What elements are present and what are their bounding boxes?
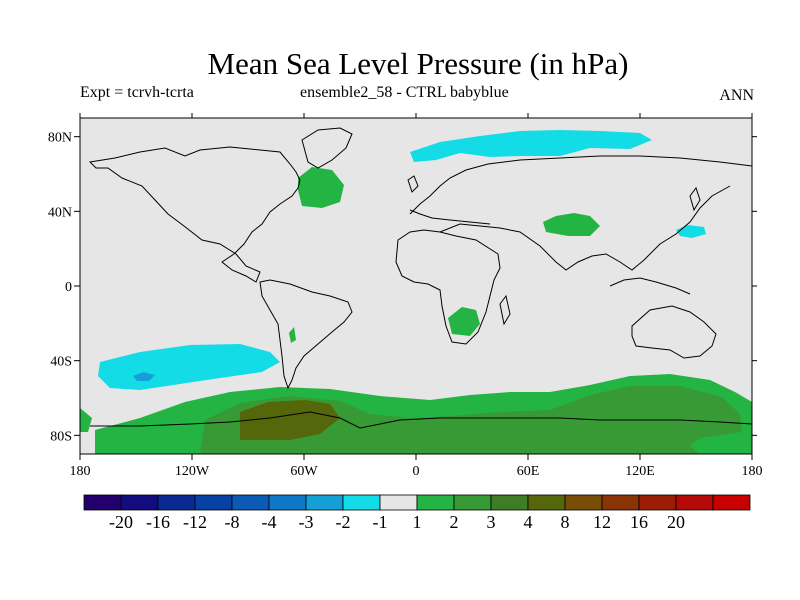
colorbar-label: -8 <box>225 512 240 532</box>
colorbar-swatch <box>453 494 492 511</box>
colorbar-swatch <box>157 494 196 511</box>
lat-tick-label: 40N <box>48 205 72 220</box>
colorbar-label: -1 <box>373 512 388 532</box>
colorbar-label: 20 <box>667 512 685 532</box>
colorbar-swatch <box>342 494 381 511</box>
colorbar-swatch <box>120 494 159 511</box>
colorbar-swatch <box>638 494 677 511</box>
southern-ocean-band-4 <box>240 400 340 440</box>
north-atlantic-positive <box>298 167 344 208</box>
coastlines <box>88 127 752 429</box>
central-asia-positive <box>543 213 600 236</box>
lat-tick-label: 80N <box>48 131 72 146</box>
colorbar-label: 12 <box>593 512 611 532</box>
colorbar-label: 1 <box>413 512 422 532</box>
colorbar-label: 8 <box>561 512 570 532</box>
lon-tick-label: 60W <box>290 464 318 479</box>
colorbar-label: -12 <box>183 512 207 532</box>
pacific-negative <box>676 225 706 238</box>
southern-africa-positive <box>448 307 480 336</box>
longitude-axis: 180 120W 60W 0 60E 120E 180 <box>70 113 763 479</box>
colorbar-swatch <box>83 494 122 511</box>
colorbar-label: 3 <box>487 512 496 532</box>
colorbar-swatch <box>527 494 566 511</box>
lon-tick-label: 0 <box>413 464 420 479</box>
colorbar-label: -3 <box>299 512 314 532</box>
colorbar-label: 16 <box>630 512 648 532</box>
colorbar-swatch <box>194 494 233 511</box>
andes-positive <box>289 327 296 343</box>
anomaly-fill-layer <box>80 127 752 454</box>
lon-tick-label: 120W <box>175 464 210 479</box>
ensemble-label: ensemble2_58 - CTRL babyblue <box>300 84 509 101</box>
colorbar-label: -16 <box>146 512 170 532</box>
colorbar-swatch <box>490 494 529 511</box>
lon-tick-label: 180 <box>742 464 763 479</box>
colorbar-label: -4 <box>262 512 277 532</box>
latitude-axis: 80N 40N 0 40S 80S <box>48 131 757 444</box>
south-pacific-negative-core <box>133 372 155 381</box>
south-pacific-edge <box>80 408 92 432</box>
southern-ocean-band-3 <box>200 386 742 454</box>
lat-tick-label: 40S <box>50 355 72 370</box>
plot-title: Mean Sea Level Pressure (in hPa) <box>207 46 629 81</box>
experiment-label: Expt = tcrvh-tcrta <box>80 84 194 101</box>
season-label: ANN <box>719 87 754 104</box>
arctic-negative <box>410 130 652 162</box>
colorbar-label: 4 <box>524 512 533 532</box>
colorbar-swatch <box>416 494 455 511</box>
colorbar: -20 -16 -12 -8 -4 -3 -2 -1 1 2 3 4 8 12 16 20 <box>83 494 751 532</box>
colorbar-swatch <box>601 494 640 511</box>
colorbar-label: -20 <box>109 512 133 532</box>
colorbar-swatch <box>231 494 270 511</box>
colorbar-swatch <box>564 494 603 511</box>
lon-tick-label: 180 <box>70 464 91 479</box>
colorbar-label: 2 <box>450 512 459 532</box>
lat-tick-label: 80S <box>50 429 72 444</box>
colorbar-swatch <box>379 494 418 511</box>
colorbar-label: -2 <box>336 512 351 532</box>
colorbar-swatch <box>675 494 714 511</box>
colorbar-swatch <box>712 494 751 511</box>
lon-tick-label: 60E <box>517 464 540 479</box>
colorbar-swatch <box>305 494 344 511</box>
lat-tick-label: 0 <box>65 280 72 295</box>
lon-tick-label: 120E <box>625 464 655 479</box>
colorbar-swatch <box>268 494 307 511</box>
